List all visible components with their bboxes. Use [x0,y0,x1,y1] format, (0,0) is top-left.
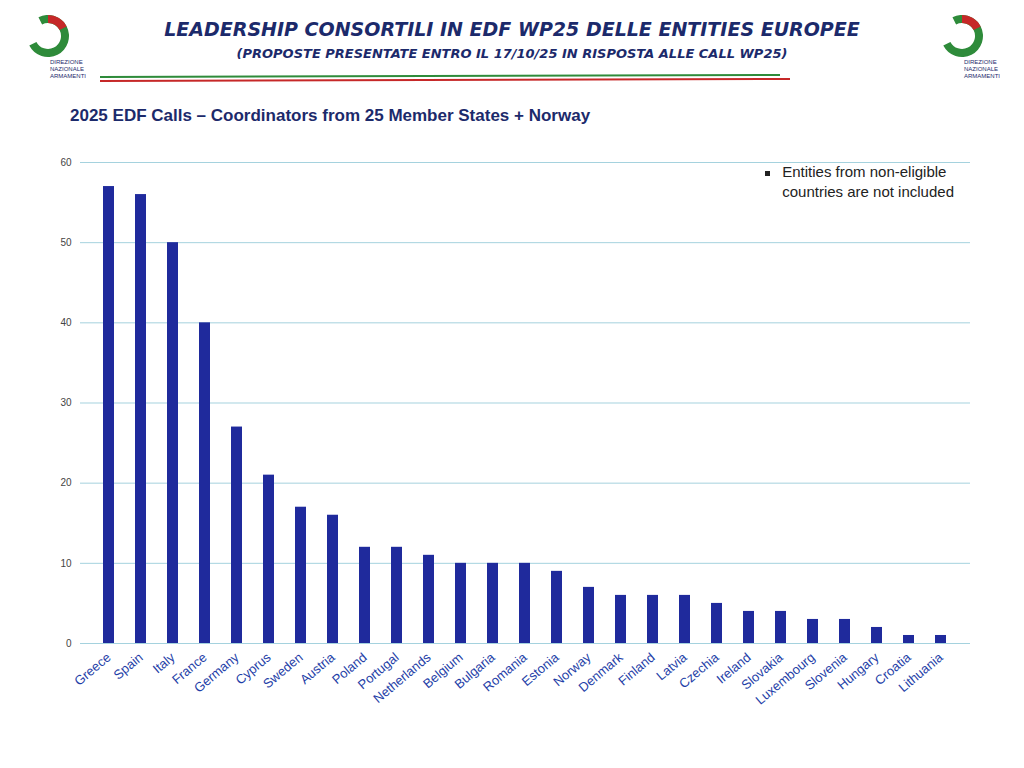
svg-text:Hungary: Hungary [834,649,882,692]
svg-text:50: 50 [60,237,72,248]
svg-text:DIREZIONE: DIREZIONE [964,59,997,65]
svg-text:Finland: Finland [615,650,657,689]
svg-text:40: 40 [60,317,72,328]
svg-text:DIREZIONE: DIREZIONE [50,59,83,65]
svg-text:Sweden: Sweden [260,650,306,692]
svg-text:Romania: Romania [480,649,530,694]
svg-text:Croatia: Croatia [871,649,914,688]
svg-text:10: 10 [60,558,72,569]
svg-text:Netherlands: Netherlands [370,649,434,707]
svg-text:Czechia: Czechia [676,649,722,691]
svg-text:Norway: Norway [550,649,594,690]
html-text:2025 EDF Calls – Coordinators: 2025 EDF Calls – Coordinators from 25 Me… [70,106,591,125]
svg-text:0: 0 [66,638,72,649]
svg-text:Austria: Austria [297,649,338,687]
svg-text:30: 30 [60,397,72,408]
svg-text:Ireland: Ireland [713,649,754,687]
svg-text:Estonia: Estonia [518,649,562,689]
svg-text:Poland: Poland [328,649,370,688]
svg-text:60: 60 [60,157,72,168]
svg-text:ARMAMENTI: ARMAMENTI [964,73,1000,79]
svg-text:France: France [169,649,210,688]
svg-text:20: 20 [60,477,72,488]
html-text:(PROPOSTE PRESENTATE ENTRO IL: (PROPOSTE PRESENTATE ENTRO IL 17/10/25 I… [236,46,788,61]
svg-text:Cyprus: Cyprus [232,649,274,688]
svg-text:Lithuania: Lithuania [896,649,947,695]
svg-text:Italy: Italy [149,649,178,677]
svg-text:Slovakia: Slovakia [738,649,786,693]
svg-text:Portugal: Portugal [354,649,402,693]
svg-text:Latvia: Latvia [653,649,690,684]
svg-text:ARMAMENTI: ARMAMENTI [50,73,86,79]
svg-text:Greece: Greece [71,650,113,689]
svg-text:Luxembourg: Luxembourg [752,649,818,708]
svg-text:Slovenia: Slovenia [801,649,850,694]
svg-text:NAZIONALE: NAZIONALE [964,66,998,72]
html-text:LEADERSHIP CONSORTILI IN EDF W: LEADERSHIP CONSORTILI IN EDF WP25 DELLE … [164,18,860,40]
svg-text:Denmark: Denmark [576,649,626,695]
svg-text:Germany: Germany [191,649,242,695]
svg-text:Bulgaria: Bulgaria [451,649,498,692]
html-text:Entities from non-eligible: Entities from non-eligible [782,163,947,180]
html-text:countries are not included: countries are not included [782,183,954,200]
svg-text:Belgium: Belgium [420,649,466,692]
svg-text:Spain: Spain [110,650,145,683]
svg-text:NAZIONALE: NAZIONALE [50,66,84,72]
